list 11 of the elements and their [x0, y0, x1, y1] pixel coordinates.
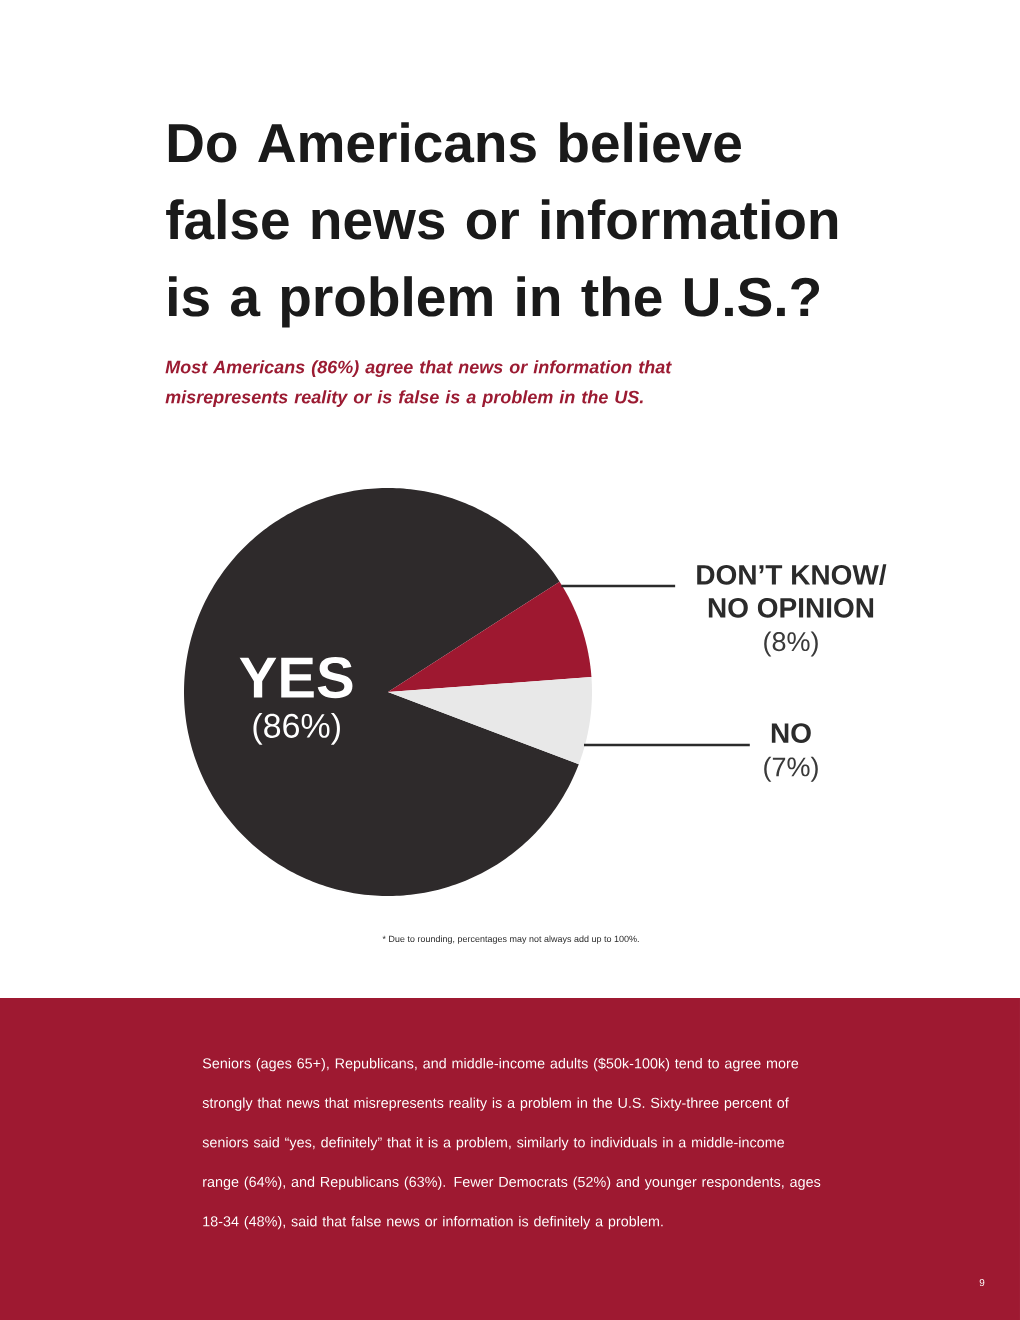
- chart-title: Do Americans believe false news or information is a problem in the U.S.?: [166, 122, 838, 328]
- slice-label: NO: [771, 723, 811, 744]
- chart-subtitle: Most Americans (86%) agree that news or information that misrepresents reality or is false is a problem in the US.: [165, 360, 672, 407]
- slice-label: DON’T KNOW/ NO OPINION: [697, 564, 887, 618]
- text: * Due to rounding, percentages may not always add up to 100%.: [382, 935, 639, 944]
- data-label: (8%): [764, 631, 818, 657]
- text: Seniors (ages 65+), Republicans, and middle-income adults ($50k-100k) tend to agree more strongly that news that misrepresents reality is a problem in the U.S. Sixty-three percent of seniors said “yes, definitely” that it is a problem, similarly to individuals in a middle-income range (64%), and Republicans (63%). Fewer Democrats (52%) and younger respondents, ages 18-34 (48%), said that false news or information is definitely a problem.: [202, 1057, 821, 1230]
- slice-label: YES: [239, 657, 353, 699]
- data-label: (7%): [764, 756, 818, 782]
- text: 9: [979, 1279, 985, 1287]
- data-label: (86%): [253, 712, 340, 745]
